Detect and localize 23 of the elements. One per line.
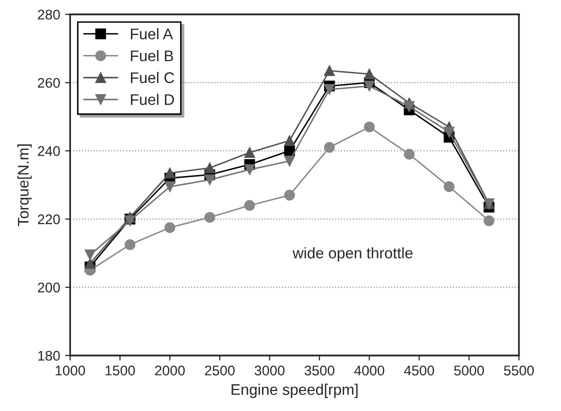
x-tick-label: 3000 bbox=[254, 366, 284, 376]
x-axis-title: Engine speed[rpm] bbox=[232, 384, 358, 398]
legend-label: Fuel A bbox=[130, 28, 173, 40]
y-tick-label: 280 bbox=[38, 10, 60, 20]
legend-label: Fuel C bbox=[130, 72, 174, 84]
y-tick-label: 240 bbox=[38, 146, 60, 156]
y-tick-label: 260 bbox=[38, 78, 60, 88]
legend-label: Fuel B bbox=[130, 50, 174, 62]
x-tick-label: 3500 bbox=[304, 366, 334, 376]
x-tick-label: 4500 bbox=[404, 366, 434, 376]
x-tick-label: 5500 bbox=[504, 366, 534, 376]
y-tick-label: 220 bbox=[38, 214, 60, 224]
x-tick-label: 5000 bbox=[454, 366, 484, 376]
x-tick-label: 2000 bbox=[155, 366, 185, 376]
x-tick-label: 1500 bbox=[106, 366, 135, 376]
y-axis-title: Torque[N.m] bbox=[17, 144, 32, 226]
annotation: wide open throttle bbox=[292, 247, 412, 262]
legend-label: Fuel D bbox=[130, 94, 174, 105]
x-tick-label: 1000 bbox=[56, 366, 86, 376]
x-tick-label: 4000 bbox=[354, 366, 384, 376]
x-tick-label: 2500 bbox=[204, 366, 235, 376]
y-tick-label: 180 bbox=[38, 350, 60, 361]
y-tick-label: 200 bbox=[38, 282, 60, 292]
